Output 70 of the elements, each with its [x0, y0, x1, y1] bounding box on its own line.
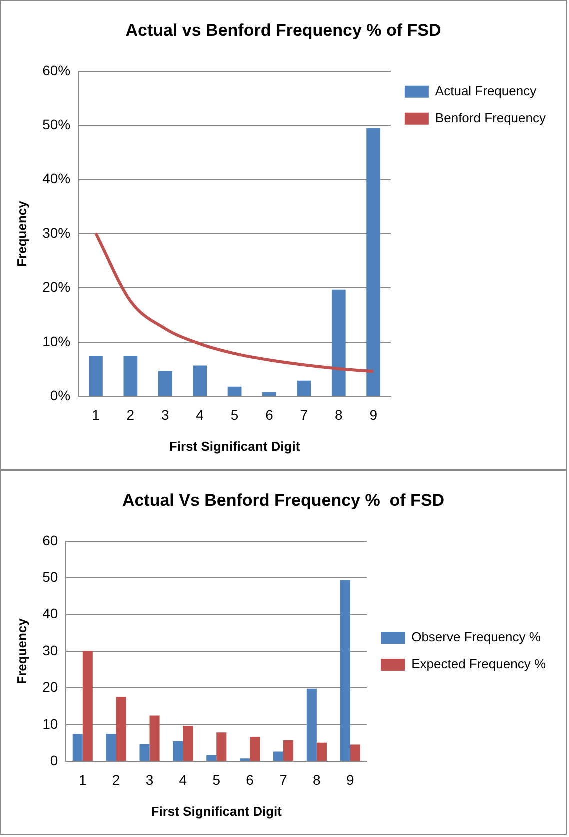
bar	[150, 716, 160, 762]
line-series	[94, 232, 376, 374]
legend-label: Benford Frequency	[435, 110, 546, 126]
bar	[297, 380, 312, 396]
x-axis-title: First Significant Digit	[169, 438, 301, 454]
x-tick-label: 4	[196, 406, 204, 423]
y-tick-label: 20%	[42, 279, 71, 296]
x-tick-label: 7	[280, 772, 288, 788]
bar	[216, 732, 227, 762]
y-axis-title: Frequency	[14, 618, 30, 684]
bar	[140, 744, 150, 762]
bar	[284, 740, 294, 762]
x-tick-label: 7	[300, 406, 308, 423]
x-tick-label: 6	[246, 772, 254, 788]
y-tick-label: 10%	[42, 333, 71, 350]
y-tick-label: 30%	[42, 224, 71, 241]
bar	[228, 386, 242, 396]
y-tick-label: 50%	[42, 116, 71, 132]
bar	[250, 737, 260, 762]
y-axis-title: Frequency	[14, 200, 30, 267]
bar	[183, 726, 194, 762]
bar	[173, 741, 184, 762]
bar	[366, 128, 381, 396]
chart-title: Actual Vs Benford Frequency % of FSD	[122, 490, 445, 510]
bar	[72, 734, 83, 762]
bar	[340, 580, 350, 762]
bar	[124, 356, 138, 396]
y-tick-label: 20	[42, 679, 58, 696]
x-tick-label: 5	[230, 406, 239, 423]
y-tick-label: 40	[42, 606, 58, 622]
bar	[306, 688, 317, 762]
x-tick-label: 2	[126, 406, 135, 423]
y-tick-label: 0%	[50, 387, 71, 404]
x-tick-label: 2	[112, 772, 120, 788]
x-tick-label: 9	[370, 406, 378, 423]
x-tick-label: 8	[334, 406, 343, 423]
bar	[240, 758, 250, 762]
bar	[82, 651, 93, 762]
x-tick-label: 4	[179, 772, 188, 788]
y-tick-label: 40%	[42, 170, 71, 187]
bar	[350, 744, 360, 762]
bar	[116, 697, 126, 762]
bar	[262, 392, 276, 396]
bar	[273, 752, 284, 762]
legend-label: Expected Frequency %	[412, 656, 546, 672]
bar	[206, 755, 217, 762]
y-tick-label: 30	[42, 642, 58, 658]
y-tick-label: 0	[50, 752, 58, 768]
legend-label: Observe Frequency %	[412, 630, 542, 645]
x-tick-label: 3	[161, 406, 170, 423]
x-tick-label: 6	[266, 406, 274, 423]
x-tick-label: 3	[146, 772, 154, 788]
x-tick-label: 9	[346, 772, 354, 788]
bar	[332, 290, 346, 396]
x-tick-label: 1	[78, 772, 87, 788]
bar	[158, 371, 172, 396]
y-tick-label: 10	[42, 716, 58, 732]
bar	[89, 356, 103, 396]
bar	[316, 742, 327, 762]
y-tick-label: 50	[42, 568, 58, 585]
y-tick-label: 60	[42, 532, 58, 548]
chart-title: Actual vs Benford Frequency % of FSD	[126, 20, 442, 40]
bar	[193, 366, 208, 396]
y-tick-label: 60%	[42, 62, 71, 78]
legend-label: Actual Frequency	[435, 83, 538, 98]
x-tick-label: 5	[212, 772, 221, 788]
bar	[106, 734, 116, 762]
x-tick-label: 1	[92, 406, 100, 423]
x-tick-label: 8	[313, 772, 322, 788]
x-axis-title: First Significant Digit	[151, 804, 283, 819]
